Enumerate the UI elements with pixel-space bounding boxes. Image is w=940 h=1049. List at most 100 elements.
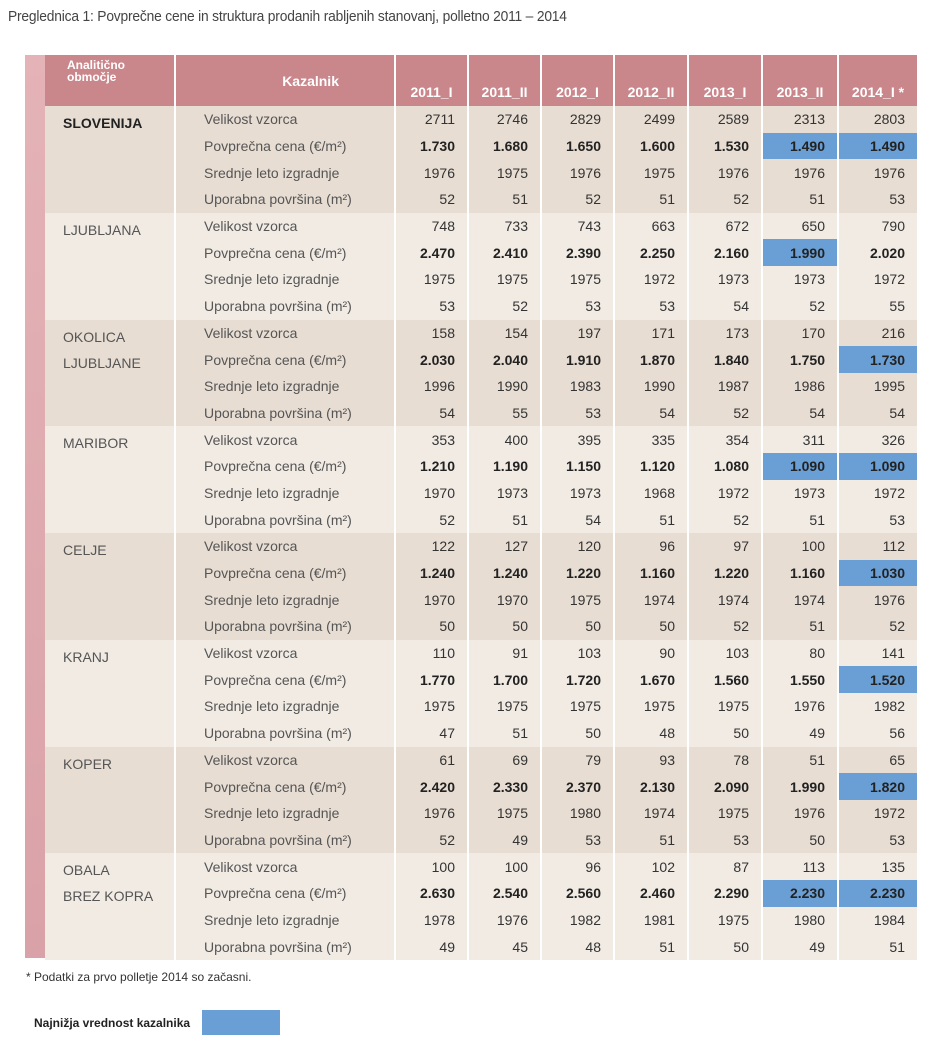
indicator-cell: Velikost vzorca [175,639,396,667]
value-cell: 1976 [541,159,615,187]
table-row: OKOLICA LJUBLJANE Velikost vzorca 158 154 197… [45,319,919,427]
indicator-cell: Srednje leto izgradnje [175,372,396,400]
value-cell: 1.240 [395,559,469,587]
value-cell: 1976 [395,159,469,187]
value-cell: 1.190 [468,452,542,480]
value-cell: 52 [838,613,919,640]
area-name: OKOLICA [63,328,126,345]
value-cell: 672 [688,212,763,240]
value-cell: 2.410 [468,239,542,267]
indicator-cell: Srednje leto izgradnje [175,586,396,614]
header-period: 2014_I * [838,55,919,106]
value-cell: 1995 [838,372,919,400]
table-row: Uporabna površina (m²) 52 51 54 51 52 51 53 [45,506,919,533]
value-cell: 54 [614,399,689,427]
value-cell: 1976 [838,586,919,614]
value-cell: 93 [614,746,689,774]
indicator-cell: Povprečna cena (€/m²) [175,346,396,373]
value-cell: 78 [688,746,763,774]
area-name: MARIBOR [63,435,129,452]
value-cell: 50 [762,826,839,854]
header-period: 2013_I [688,55,763,106]
table-row: Povprečna cena (€/m²) 1.240 1.240 1.220 1.16… [45,559,919,587]
value-cell: 1972 [838,266,919,293]
value-cell: 158 [395,319,469,347]
value-cell: 1976 [395,799,469,827]
value-cell: 790 [838,212,919,240]
table-row: Uporabna površina (m²) 53 52 53 53 54 52 55 [45,292,919,320]
indicator-cell: Velikost vzorca [175,533,396,560]
value-cell: 1973 [762,479,839,507]
value-cell: 1976 [838,159,919,187]
area-cell: KRANJ [45,639,176,747]
indicator-cell: Povprečna cena (€/m²) [175,559,396,587]
value-cell: 1.910 [541,346,615,373]
value-cell: 48 [541,933,615,960]
value-cell: 50 [541,613,615,640]
value-cell: 1.840 [688,346,763,373]
value-cell: 1973 [468,479,542,507]
value-cell: 53 [541,292,615,320]
value-cell: 1.870 [614,346,689,373]
header-period: 2011_II [468,55,542,106]
indicator-cell: Velikost vzorca [175,212,396,240]
table-caption: Preglednica 1: Povprečne cene in struktu… [8,8,567,25]
indicator-cell: Srednje leto izgradnje [175,799,396,827]
value-cell: 1973 [541,479,615,507]
value-cell: 2.030 [395,346,469,373]
indicator-cell: Povprečna cena (€/m²) [175,132,396,160]
value-cell: 53 [395,292,469,320]
indicator-cell: Povprečna cena (€/m²) [175,666,396,694]
value-cell: 1975 [688,906,763,934]
value-cell: 335 [614,426,689,453]
value-cell: 1.550 [762,666,839,694]
header-row: Analitično območje Kazalnik 2011_I 2011_I… [45,55,919,106]
value-cell: 1.600 [614,132,689,160]
value-cell: 100 [468,853,542,880]
value-cell: 2.560 [541,879,615,907]
value-cell: 748 [395,212,469,240]
table-row: Srednje leto izgradnje 1975 1975 1975 1975 19… [45,693,919,720]
value-cell: 1982 [541,906,615,934]
value-cell: 650 [762,212,839,240]
value-cell: 103 [688,639,763,667]
value-cell: 1970 [468,586,542,614]
header-period: 2013_II [762,55,839,106]
value-cell: 54 [395,399,469,427]
indicator-cell: Velikost vzorca [175,426,396,453]
table-row: Povprečna cena (€/m²) 1.210 1.190 1.150 1.12… [45,452,919,480]
value-cell: 55 [838,292,919,320]
footnote: * Podatki za prvo polletje 2014 so začas… [26,970,252,984]
value-cell: 2589 [688,106,763,133]
table-row: MARIBOR Velikost vzorca 353 400 395 335 354 311… [45,426,919,533]
value-cell: 50 [468,613,542,640]
indicator-cell: Uporabna površina (m²) [175,933,396,960]
area-cell: MARIBOR [45,426,176,533]
value-cell: 1975 [468,159,542,187]
value-cell: 1980 [762,906,839,934]
indicator-cell: Uporabna površina (m²) [175,826,396,854]
table-row: CELJE Velikost vzorca 122 127 120 96 97 100 112 [45,533,919,640]
value-cell: 2.460 [614,879,689,907]
indicator-cell: Srednje leto izgradnje [175,159,396,187]
value-cell: 50 [688,933,763,960]
value-cell: 743 [541,212,615,240]
value-cell: 112 [838,533,919,560]
value-cell: 1974 [762,586,839,614]
value-cell: 1972 [838,799,919,827]
value-cell: 1982 [838,693,919,720]
indicator-cell: Povprečna cena (€/m²) [175,879,396,907]
value-cell: 1.670 [614,666,689,694]
value-cell: 122 [395,533,469,560]
value-cell: 1.220 [688,559,763,587]
value-cell: 53 [688,826,763,854]
table-row: Srednje leto izgradnje 1970 1973 1973 1968 19… [45,479,919,507]
table-row: Srednje leto izgradnje 1978 1976 1982 1981 19… [45,906,919,934]
value-cell: 51 [614,186,689,213]
area-name: OBALA [63,862,110,879]
value-cell: 51 [468,506,542,533]
value-cell: 79 [541,746,615,774]
value-cell: 51 [762,186,839,213]
value-cell: 100 [762,533,839,560]
value-cell: 52 [395,186,469,213]
